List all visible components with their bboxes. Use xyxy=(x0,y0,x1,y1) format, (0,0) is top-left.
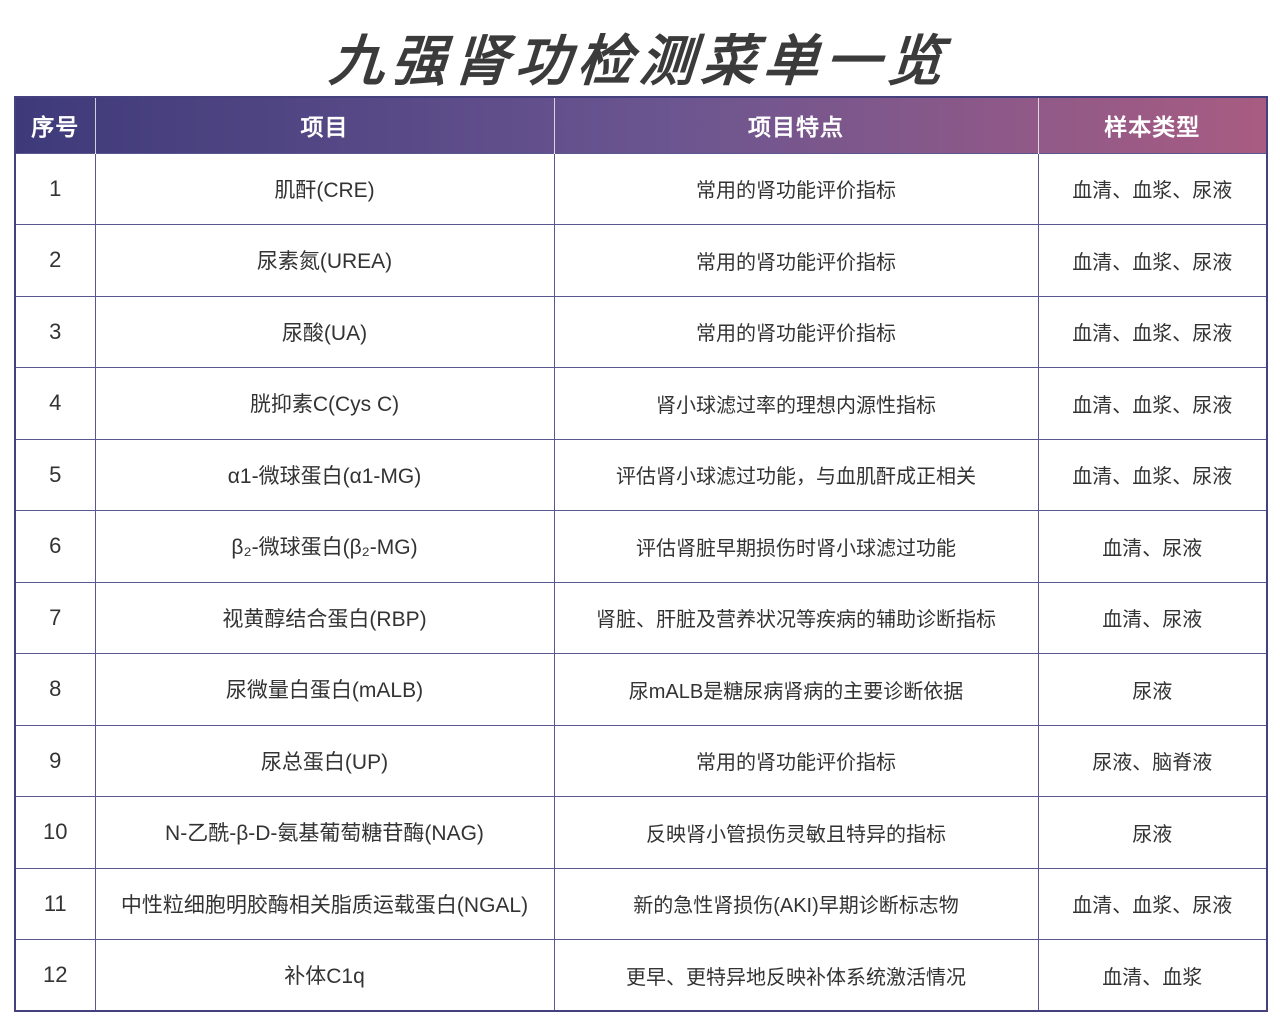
table-row: 9 尿总蛋白(UP) 常用的肾功能评价指标 尿液、脑脊液 xyxy=(14,724,1268,797)
sample-cell: 尿液 xyxy=(1037,653,1268,726)
feature-cell: 尿mALB是糖尿病肾病的主要诊断依据 xyxy=(553,653,1039,726)
feature-cell: 评估肾脏早期损伤时肾小球滤过功能 xyxy=(553,510,1039,583)
row-number-cell: 2 xyxy=(14,224,96,297)
table-row: 6 β₂-微球蛋白(β₂-MG) 评估肾脏早期损伤时肾小球滤过功能 血清、尿液 xyxy=(14,510,1268,583)
table-row: 7 视黄醇结合蛋白(RBP) 肾脏、肝脏及营养状况等疾病的辅助诊断指标 血清、尿… xyxy=(14,581,1268,654)
sample-cell: 血清、血浆、尿液 xyxy=(1037,438,1268,511)
table-row: 10 N-乙酰-β-D-氨基葡萄糖苷酶(NAG) 反映肾小管损伤灵敏且特异的指标… xyxy=(14,796,1268,869)
row-number-cell: 12 xyxy=(14,939,96,1012)
row-number-cell: 4 xyxy=(14,367,96,440)
feature-cell: 肾脏、肝脏及营养状况等疾病的辅助诊断指标 xyxy=(553,581,1039,654)
col-header-feature: 项目特点 xyxy=(553,97,1038,153)
feature-cell: 常用的肾功能评价指标 xyxy=(553,224,1039,297)
sample-cell: 血清、血浆、尿液 xyxy=(1037,367,1268,440)
table-row: 8 尿微量白蛋白(mALB) 尿mALB是糖尿病肾病的主要诊断依据 尿液 xyxy=(14,653,1268,726)
sample-cell: 血清、尿液 xyxy=(1037,510,1268,583)
item-cell: 尿素氮(UREA) xyxy=(94,224,555,297)
item-cell: 视黄醇结合蛋白(RBP) xyxy=(94,581,555,654)
item-cell: 肌酐(CRE) xyxy=(94,152,555,225)
header-row: 序号 项目 项目特点 样本类型 xyxy=(15,97,1267,153)
sample-cell: 血清、血浆 xyxy=(1037,939,1268,1012)
table-row: 5 α1-微球蛋白(α1-MG) 评估肾小球滤过功能，与血肌酐成正相关 血清、血… xyxy=(14,438,1268,511)
item-cell: 中性粒细胞明胶酶相关脂质运载蛋白(NGAL) xyxy=(94,867,555,940)
feature-cell: 常用的肾功能评价指标 xyxy=(553,152,1039,225)
sample-cell: 血清、血浆、尿液 xyxy=(1037,224,1268,297)
table-row: 12 补体C1q 更早、更特异地反映补体系统激活情况 血清、血浆 xyxy=(14,939,1268,1012)
sample-cell: 尿液、脑脊液 xyxy=(1037,724,1268,797)
col-header-index: 序号 xyxy=(31,114,80,141)
table-row: 4 胱抑素C(Cys C) 肾小球滤过率的理想内源性指标 血清、血浆、尿液 xyxy=(14,367,1268,440)
table-row: 2 尿素氮(UREA) 常用的肾功能评价指标 血清、血浆、尿液 xyxy=(14,224,1268,297)
table-header: 序号 项目 项目特点 样本类型 xyxy=(15,97,1267,153)
row-number-cell: 11 xyxy=(14,867,96,940)
table-row: 3 尿酸(UA) 常用的肾功能评价指标 血清、血浆、尿液 xyxy=(14,295,1268,368)
sample-cell: 血清、血浆、尿液 xyxy=(1037,295,1268,368)
row-number-cell: 7 xyxy=(14,581,96,654)
row-number-cell: 8 xyxy=(14,653,96,726)
feature-cell: 反映肾小管损伤灵敏且特异的指标 xyxy=(553,796,1039,869)
row-number-cell: 10 xyxy=(14,796,96,869)
item-cell: 尿微量白蛋白(mALB) xyxy=(94,653,555,726)
item-cell: 补体C1q xyxy=(94,939,555,1012)
sample-cell: 血清、尿液 xyxy=(1037,581,1268,654)
feature-cell: 评估肾小球滤过功能，与血肌酐成正相关 xyxy=(553,438,1039,511)
feature-cell: 常用的肾功能评价指标 xyxy=(553,295,1039,368)
row-number-cell: 1 xyxy=(14,152,96,225)
item-cell: 尿酸(UA) xyxy=(94,295,555,368)
item-cell: 尿总蛋白(UP) xyxy=(94,724,555,797)
table-row: 1 肌酐(CRE) 常用的肾功能评价指标 血清、血浆、尿液 xyxy=(14,152,1268,225)
sample-cell: 血清、血浆、尿液 xyxy=(1037,867,1268,940)
row-number-cell: 9 xyxy=(14,724,96,797)
feature-cell: 更早、更特异地反映补体系统激活情况 xyxy=(553,939,1039,1012)
row-number-cell: 6 xyxy=(14,510,96,583)
item-cell: 胱抑素C(Cys C) xyxy=(94,367,555,440)
table-row: 11 中性粒细胞明胶酶相关脂质运载蛋白(NGAL) 新的急性肾损伤(AKI)早期… xyxy=(14,867,1268,940)
feature-cell: 肾小球滤过率的理想内源性指标 xyxy=(553,367,1039,440)
item-cell: β₂-微球蛋白(β₂-MG) xyxy=(94,510,555,583)
page-title: 九强肾功检测菜单一览 xyxy=(327,30,952,92)
sample-cell: 尿液 xyxy=(1037,796,1268,869)
item-cell: N-乙酰-β-D-氨基葡萄糖苷酶(NAG) xyxy=(94,796,555,869)
feature-cell: 新的急性肾损伤(AKI)早期诊断标志物 xyxy=(553,867,1039,940)
row-number-cell: 3 xyxy=(14,295,96,368)
col-header-item: 项目 xyxy=(94,97,554,153)
feature-cell: 常用的肾功能评价指标 xyxy=(553,724,1039,797)
col-header-sample: 样本类型 xyxy=(1037,97,1267,153)
sample-cell: 血清、血浆、尿液 xyxy=(1037,152,1268,225)
item-cell: α1-微球蛋白(α1-MG) xyxy=(94,438,555,511)
row-number-cell: 5 xyxy=(14,438,96,511)
kidney-test-menu-table: 序号 项目 项目特点 样本类型 1 肌酐(CRE) 常用的肾功能评价指标 血清、… xyxy=(14,96,1268,1012)
